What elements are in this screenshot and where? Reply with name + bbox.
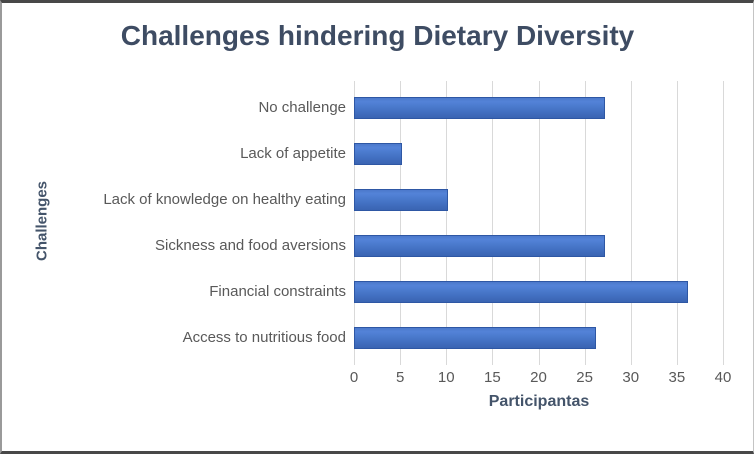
x-tick-label: 30 — [622, 369, 640, 386]
x-axis-title: Participantas — [488, 393, 590, 410]
bar — [354, 281, 689, 303]
bar — [354, 327, 596, 349]
x-tick-label: 20 — [530, 369, 547, 386]
x-tick-label: 40 — [714, 369, 732, 386]
category-label: Financial constraints — [209, 283, 346, 300]
category-label: Sickness and food aversions — [155, 237, 346, 254]
x-tick-label: 5 — [395, 369, 405, 386]
bar — [354, 143, 403, 165]
x-tick-label: 35 — [668, 369, 686, 386]
category-label: No challenge — [258, 99, 346, 116]
gridline — [630, 81, 632, 365]
gridline — [584, 81, 586, 365]
bar — [354, 97, 606, 119]
gridline — [492, 81, 494, 365]
plot-area — [354, 81, 725, 365]
gridline — [354, 81, 355, 365]
category-label: Lack of appetite — [240, 145, 346, 162]
category-label: Access to nutritious food — [182, 329, 346, 346]
gridline — [400, 81, 402, 365]
category-label: Lack of knowledge on healthy eating — [103, 191, 346, 208]
chart-title: Challenges hindering Dietary Diversity — [120, 20, 635, 51]
x-tick-label: 15 — [484, 369, 501, 386]
bar — [354, 189, 449, 211]
x-tick-label: 0 — [349, 369, 359, 386]
gridline — [723, 81, 724, 365]
bar — [354, 235, 606, 257]
x-tick-label: 10 — [437, 369, 455, 386]
x-tick-label: 25 — [576, 369, 593, 386]
gridline — [538, 81, 540, 365]
bar-series — [354, 85, 725, 361]
gridline — [676, 81, 678, 365]
gridline — [446, 81, 448, 365]
